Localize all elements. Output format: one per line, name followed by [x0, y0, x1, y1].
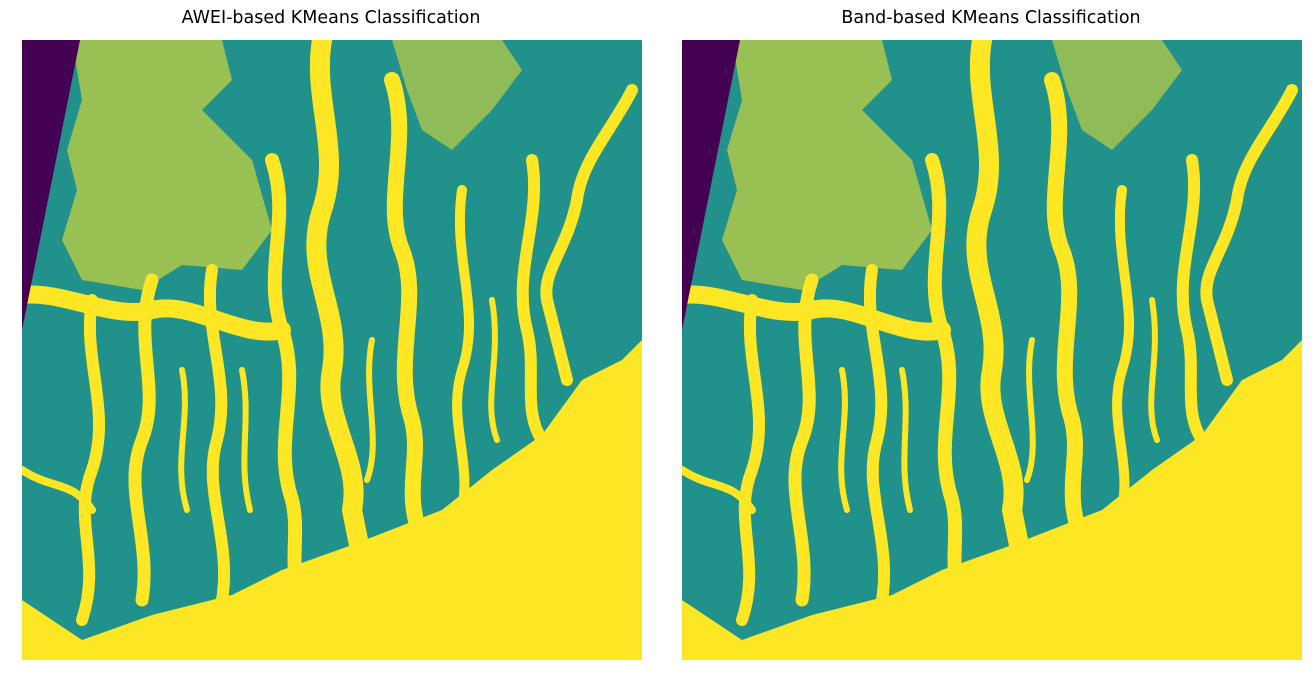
river-network [22, 40, 638, 626]
sea-inlet [1267, 340, 1302, 440]
sea-region [22, 360, 642, 660]
classification-map-band [682, 40, 1302, 660]
nodata-region [682, 40, 740, 330]
wetland-patch-2 [1052, 40, 1182, 150]
classification-map-awei [22, 40, 642, 660]
panel-band: Band-based KMeans Classification [680, 0, 1302, 676]
panel-title-band: Band-based KMeans Classification [841, 8, 1141, 28]
river-network [682, 40, 1298, 626]
wetland-patch-2 [392, 40, 522, 150]
nodata-region [22, 40, 80, 330]
classification-image-band [682, 40, 1302, 660]
classification-image-awei [22, 40, 642, 660]
sea-inlet [607, 340, 642, 440]
wetland-patch [62, 40, 272, 290]
panel-awei: AWEI-based KMeans Classification [20, 0, 642, 676]
panel-title-awei: AWEI-based KMeans Classification [181, 8, 481, 28]
sea-region [682, 360, 1302, 660]
wetland-patch [722, 40, 932, 290]
